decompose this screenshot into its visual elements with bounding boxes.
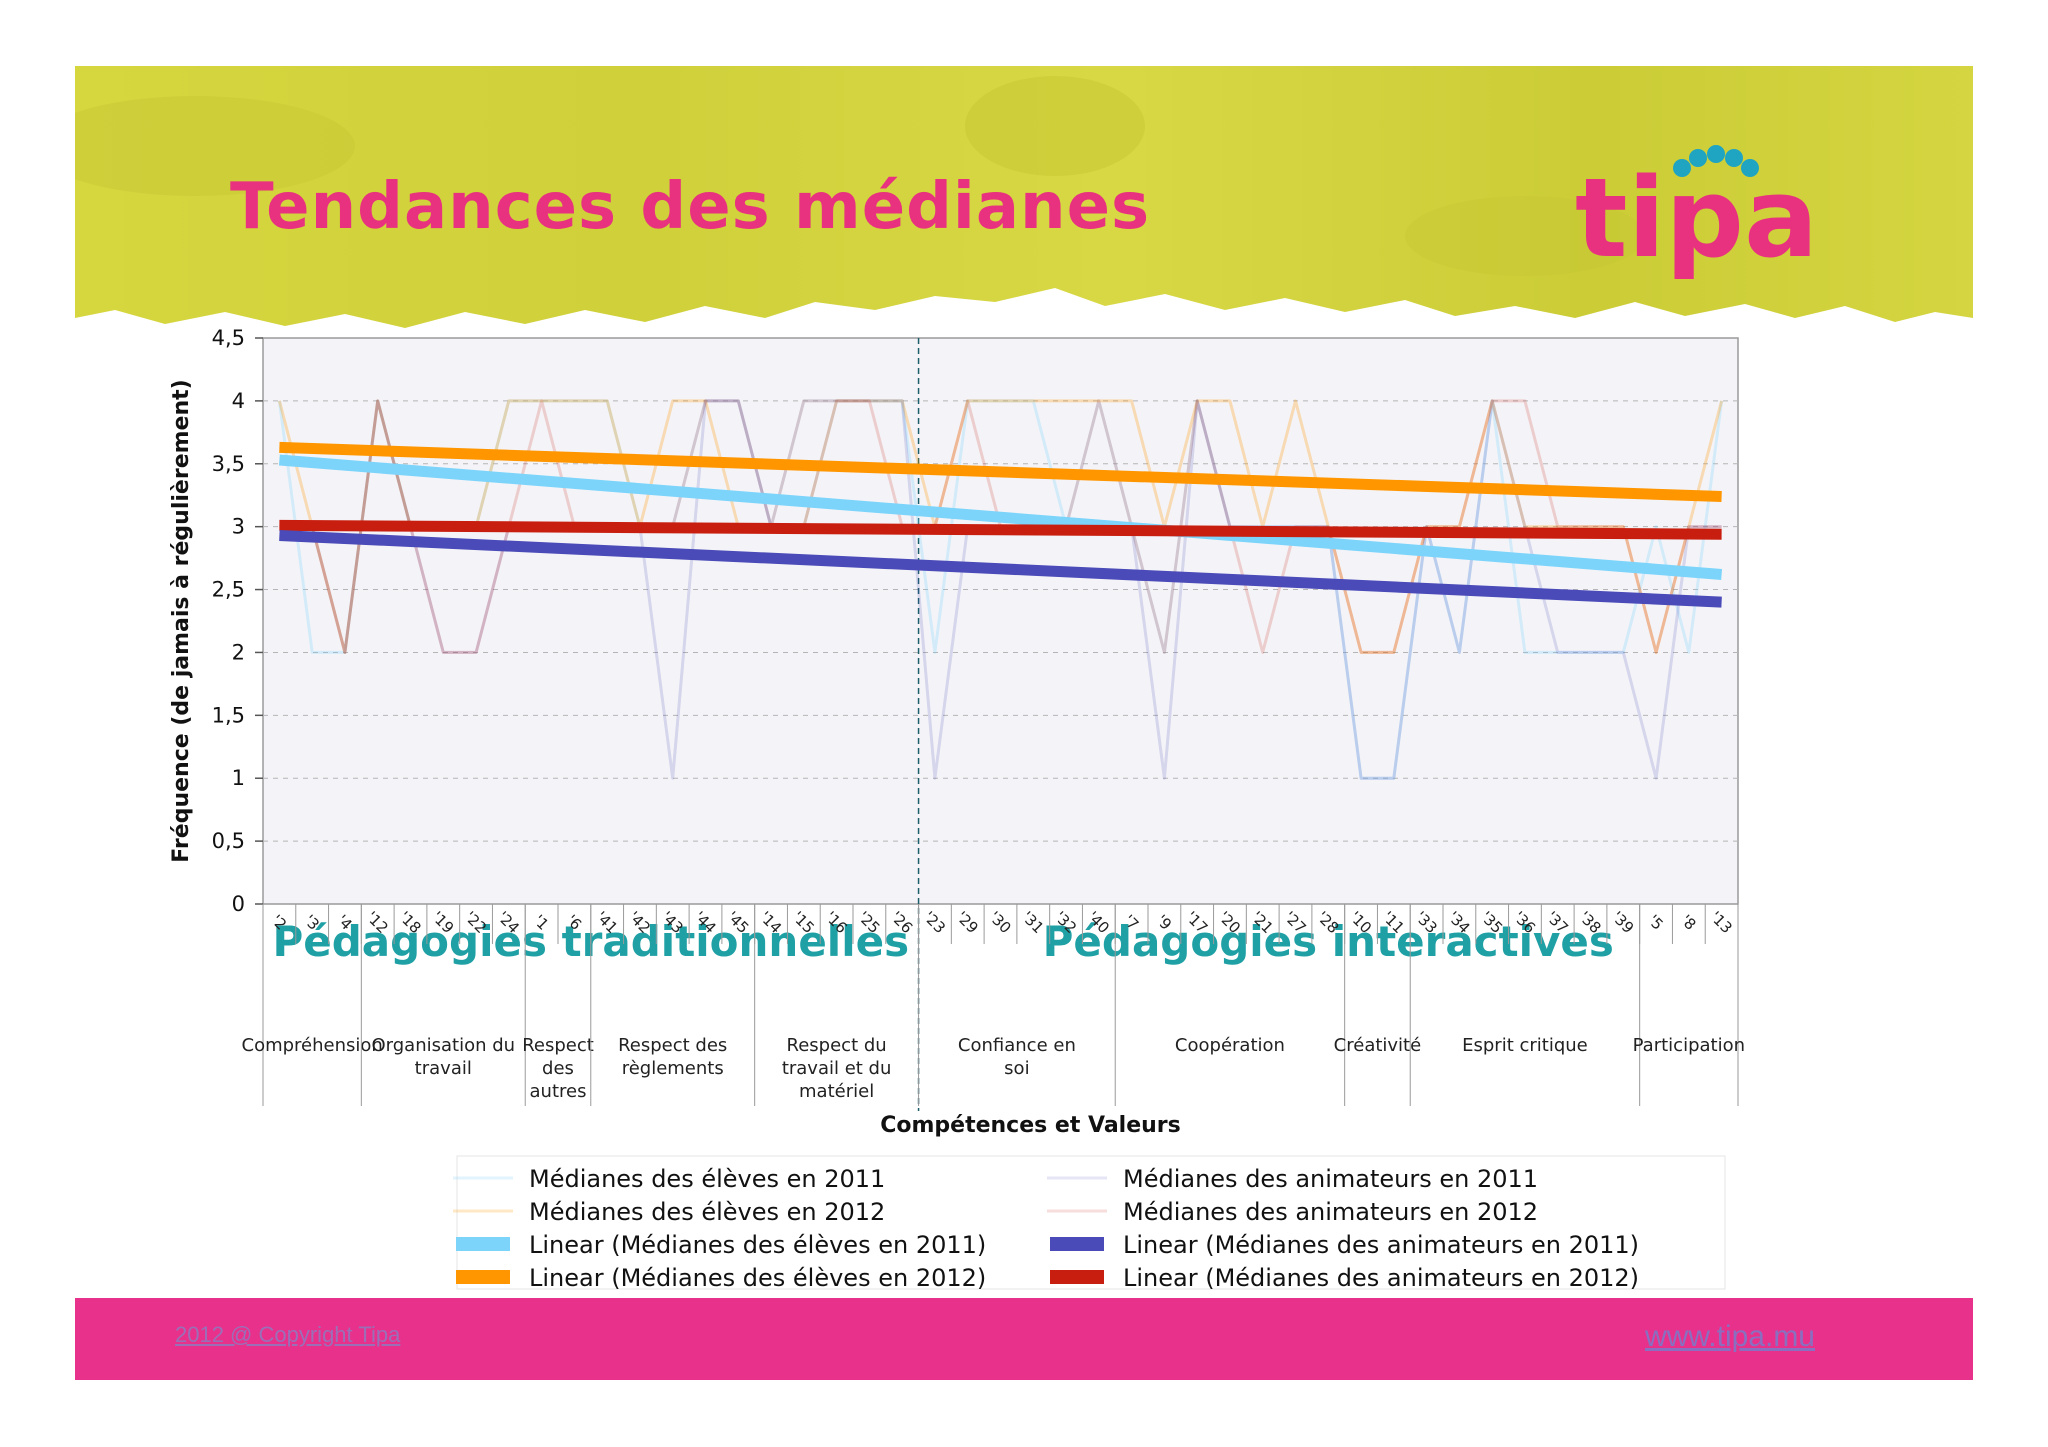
- x-tick-label: '23: [920, 908, 949, 937]
- trendline-eleves-2011: [278, 454, 1723, 580]
- trendline-animateurs-2011: [279, 529, 1722, 608]
- x-axis-title: Compétences et Valeurs: [880, 1113, 1181, 1138]
- y-axis-title: Fréquence (de jamais à régulièrement): [169, 379, 194, 862]
- x-group-label: Respect des: [618, 1035, 727, 1056]
- logo-toe-dot: [1725, 149, 1743, 167]
- legend-box: [456, 1155, 1726, 1290]
- footer: 2012 @ Copyright Tipa www.tipa.mu: [75, 1298, 1973, 1380]
- legend-entry: Linear (Médianes des animateurs en 2012): [1123, 1264, 1639, 1292]
- x-group-label: Participation: [1633, 1035, 1745, 1056]
- legend-entry: Linear (Médianes des élèves en 2011): [529, 1231, 986, 1259]
- legend-swatch: [456, 1270, 510, 1284]
- footer-url-link[interactable]: www.tipa.mu: [1644, 1320, 1815, 1353]
- y-tick-label: 2,5: [212, 578, 245, 602]
- section-label-interactive: Pédagogies interactives: [1043, 917, 1614, 966]
- logo-toe-dot: [1673, 159, 1691, 177]
- legend-entry: Linear (Médianes des élèves en 2012): [529, 1264, 986, 1292]
- plot-area: [262, 337, 1739, 905]
- x-group-label: règlements: [622, 1058, 724, 1079]
- legend-swatch: [456, 1237, 510, 1251]
- x-group-label: Confiance en: [958, 1035, 1076, 1056]
- series-line-eleves-2012: [277, 399, 1724, 654]
- legend-entry: Linear (Médianes des animateurs en 2011): [1123, 1231, 1639, 1259]
- y-tick-label: 3: [232, 515, 245, 539]
- x-group-label: Créativité: [1334, 1035, 1422, 1056]
- legend-swatch: [1050, 1237, 1104, 1251]
- x-group-label: des: [542, 1058, 574, 1079]
- tipa-logo[interactable]: tipa: [1570, 106, 1850, 306]
- logo-text: tipa: [1575, 154, 1818, 282]
- trendline-animateurs-2012: [279, 519, 1722, 540]
- x-group-label: Respect: [522, 1035, 594, 1056]
- x-tick-label: '30: [985, 908, 1014, 937]
- legend-swatch: [1050, 1270, 1104, 1284]
- x-tick-label: '5: [1644, 911, 1666, 933]
- y-tick-label: 4: [232, 389, 245, 413]
- x-group-label: travail: [415, 1058, 472, 1079]
- footer-copyright[interactable]: 2012 @ Copyright Tipa: [175, 1322, 401, 1347]
- header-band: [75, 66, 1973, 328]
- logo-toe-dot: [1741, 159, 1759, 177]
- slide: Tendances des médianes tipa 0 0,5 1 1,5 2 2,5…: [75, 66, 1973, 1380]
- x-group-label: travail et du: [782, 1058, 892, 1079]
- x-group-label: soi: [1004, 1058, 1029, 1079]
- x-group-label: Esprit critique: [1462, 1035, 1588, 1056]
- x-group-label: matériel: [799, 1081, 874, 1102]
- logo-toe-dot: [1689, 149, 1707, 167]
- slide-title: Tendances des médianes: [230, 170, 1151, 244]
- y-tick-label: 3,5: [212, 452, 245, 476]
- trendline-eleves-2012: [279, 441, 1722, 502]
- legend-entry: Médianes des animateurs en 2012: [1123, 1198, 1538, 1226]
- x-tick-label: '29: [953, 908, 982, 937]
- y-tick-label: 4,5: [212, 326, 245, 350]
- x-tick-label: '13: [1707, 908, 1736, 937]
- legend-entry: Médianes des élèves en 2011: [529, 1165, 885, 1193]
- x-group-label: autres: [530, 1081, 587, 1102]
- x-group-label: Organisation du: [371, 1035, 515, 1056]
- y-tick-label: 2: [232, 640, 245, 664]
- x-tick-label: '8: [1677, 911, 1699, 933]
- x-group-label: Coopération: [1175, 1035, 1285, 1056]
- y-tick-label: 0,5: [212, 829, 245, 853]
- y-tick-label: 0: [232, 892, 245, 916]
- legend-entry: Médianes des élèves en 2012: [529, 1198, 885, 1226]
- x-group-label: Respect du: [787, 1035, 887, 1056]
- y-tick-label: 1: [232, 766, 245, 790]
- legend-entry: Médianes des animateurs en 2011: [1123, 1165, 1538, 1193]
- x-group-label: Compréhension: [242, 1035, 383, 1056]
- y-tick-label: 1,5: [212, 703, 245, 727]
- logo-toe-dot: [1707, 145, 1725, 163]
